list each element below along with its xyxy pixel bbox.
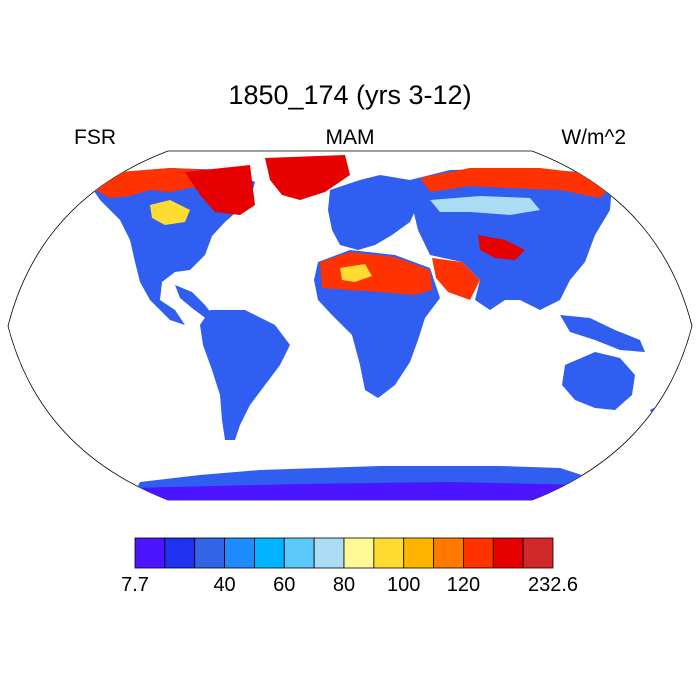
colorbar-swatch (164, 537, 196, 569)
se-asia (560, 315, 645, 352)
colorbar-tick-label: 60 (273, 574, 296, 596)
siberia-red (420, 168, 612, 198)
colorbar-tick-label: 7.7 (121, 574, 149, 596)
south-america (200, 310, 290, 440)
colorbar-swatch (522, 537, 554, 569)
colorbar-swatch (403, 537, 434, 569)
land-masses (92, 155, 668, 500)
variable-label: FSR (74, 126, 116, 149)
siberia-light (430, 196, 540, 215)
colorbar-tick-label: 120 (446, 574, 481, 596)
season-label: MAM (325, 126, 375, 149)
colorbar-swatch (134, 537, 166, 569)
colorbar-swatch (254, 537, 285, 569)
tibet (478, 235, 525, 260)
australia (562, 352, 635, 410)
colorbar-swatch (492, 537, 524, 569)
north-america-yellow (150, 200, 190, 225)
central-america (175, 285, 215, 320)
colorbar-swatch (194, 537, 225, 569)
arabia (432, 258, 480, 300)
colorbar-swatch (463, 537, 494, 569)
colorbar-swatch (283, 537, 315, 569)
sahara (320, 252, 432, 295)
greenland (265, 155, 350, 200)
colorbar-tick-label: 100 (387, 574, 421, 596)
sahara-yellow (340, 264, 372, 282)
colorbar-swatch (313, 537, 345, 569)
colorbar-tick-label: 40 (213, 574, 236, 596)
antarctica-dark (130, 482, 585, 500)
arctic-islands (185, 165, 255, 215)
units-label: W/m^2 (561, 126, 626, 149)
colorbar-tick-label: 80 (332, 574, 356, 596)
colorbar-tick-label: 232.6 (527, 574, 579, 596)
colorbar-swatch (433, 537, 464, 569)
colorbar-swatch (373, 537, 405, 569)
north-america-high (92, 168, 210, 198)
colorbar-swatch (343, 537, 375, 569)
map-title: 1850_174 (yrs 3-12) (228, 80, 472, 110)
colorbar-swatch (224, 537, 255, 569)
europe (328, 175, 420, 250)
